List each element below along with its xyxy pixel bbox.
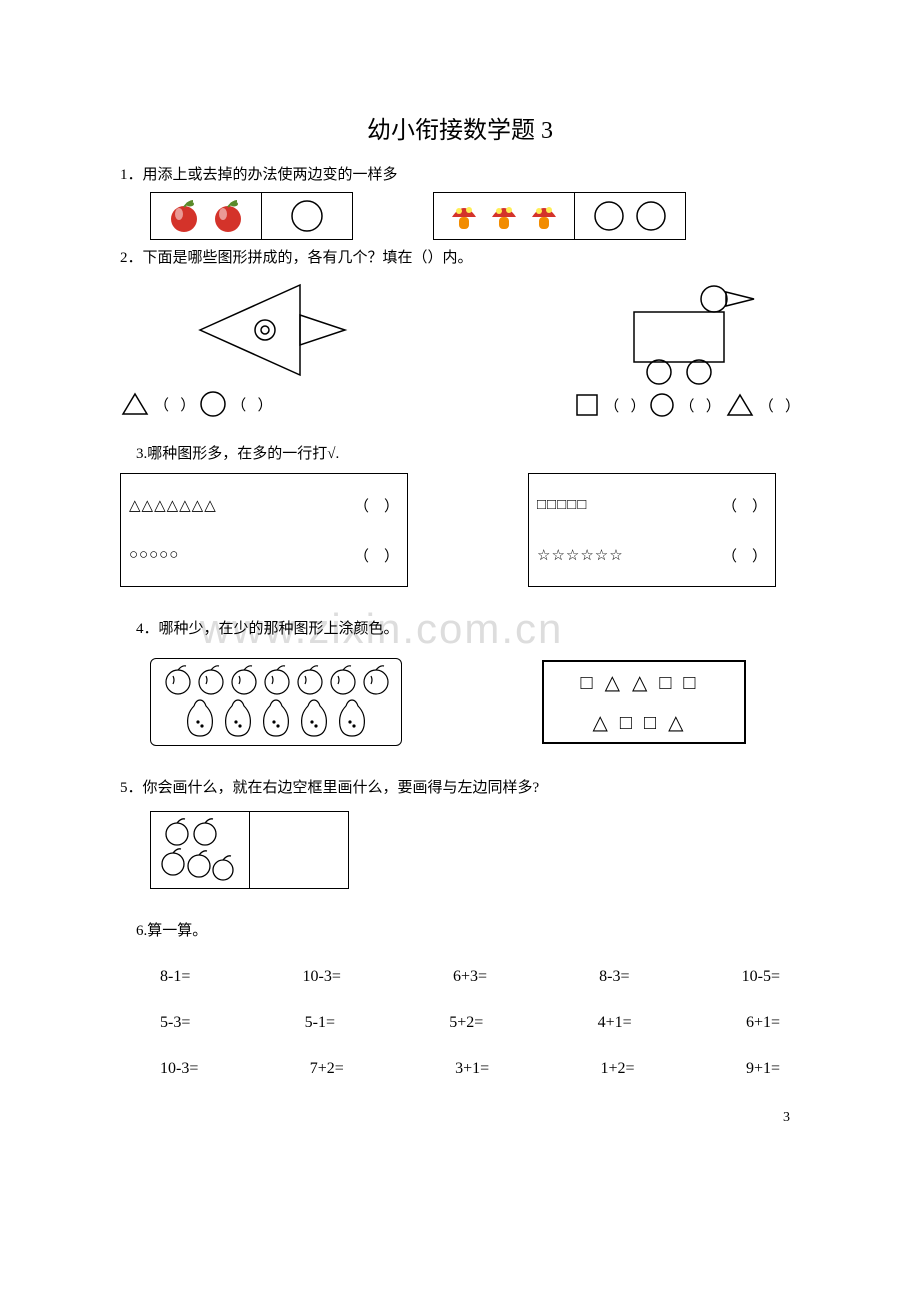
- math-expr: 10-3=: [302, 968, 340, 986]
- q1-left-group: [150, 192, 353, 240]
- math-expr: 7+2=: [310, 1060, 344, 1078]
- q6-grid: 8-1= 10-3= 6+3= 8-3= 10-5= 5-3= 5-1= 5+2…: [120, 968, 800, 1078]
- blank-paren: （ ）: [759, 395, 800, 416]
- q1-right-group: [433, 192, 686, 240]
- math-expr: 1+2=: [601, 1060, 635, 1078]
- apple-icon: [209, 197, 247, 235]
- circle-icon: [592, 199, 626, 233]
- math-expr: 5-3=: [160, 1014, 190, 1032]
- q5-right-box[interactable]: [250, 811, 349, 889]
- triangle-row: △△△△△△△: [129, 496, 217, 515]
- math-expr: 6+3=: [453, 968, 487, 986]
- cart-figure: [574, 277, 774, 387]
- q5-text: 5．你会画什么，就在右边空框里画什么，要画得与左边同样多?: [120, 776, 800, 797]
- math-expr: 9+1=: [746, 1060, 780, 1078]
- blank-paren: （ ）: [722, 545, 767, 566]
- q3-left-box: △△△△△△△ （ ） ○○○○○ （ ）: [120, 473, 408, 587]
- q3-text: 3.哪种图形多，在多的一行打√.: [136, 442, 800, 463]
- shape-row: △□□△: [593, 710, 696, 735]
- triangle-icon: [120, 391, 150, 417]
- blank-paren: （ ）: [679, 395, 720, 416]
- math-expr: 5+2=: [449, 1014, 483, 1032]
- circle-icon: [634, 199, 668, 233]
- blank-paren: （ ）: [231, 394, 272, 415]
- circle-icon: [289, 198, 325, 234]
- blank-paren: （ ）: [354, 495, 399, 516]
- math-expr: 8-3=: [599, 968, 629, 986]
- page-title: 幼小衔接数学题 3: [120, 110, 800, 145]
- q1-text: 1．用添上或去掉的办法使两边变的一样多: [120, 163, 800, 184]
- table-row: 5-3= 5-1= 5+2= 4+1= 6+1=: [160, 1014, 780, 1032]
- math-expr: 4+1=: [598, 1014, 632, 1032]
- table-row: 10-3= 7+2= 3+1= 1+2= 9+1=: [160, 1060, 780, 1078]
- fish-figure: [170, 275, 370, 385]
- apple-icon: [165, 197, 203, 235]
- square-icon: [574, 392, 600, 418]
- mushroom-icon: [486, 197, 522, 235]
- circle-icon: [199, 390, 227, 418]
- mushroom-icon: [526, 197, 562, 235]
- triangle-icon: [725, 392, 755, 418]
- square-row: □□□□□: [537, 497, 587, 514]
- mushroom-icon: [446, 197, 482, 235]
- q4-right-box: □△△□□ △□□△: [542, 660, 746, 744]
- blank-paren: （ ）: [154, 394, 195, 415]
- blank-paren: （ ）: [354, 545, 399, 566]
- circle-row: ○○○○○: [129, 547, 179, 564]
- q2-text: 2．下面是哪些图形拼成的，各有几个？填在（）内。: [120, 246, 800, 267]
- math-expr: 8-1=: [160, 968, 190, 986]
- shape-row: □△△□□: [580, 670, 707, 695]
- star-row: ☆☆☆☆☆☆: [537, 546, 624, 565]
- blank-paren: （ ）: [604, 395, 645, 416]
- math-expr: 3+1=: [455, 1060, 489, 1078]
- q5-left-box: [150, 811, 250, 889]
- math-expr: 10-3=: [160, 1060, 198, 1078]
- math-expr: 5-1=: [305, 1014, 335, 1032]
- math-expr: 6+1=: [746, 1014, 780, 1032]
- table-row: 8-1= 10-3= 6+3= 8-3= 10-5=: [160, 968, 780, 986]
- math-expr: 10-5=: [742, 968, 780, 986]
- page-number: 3: [783, 1110, 790, 1126]
- circle-icon: [649, 392, 675, 418]
- q3-right-box: □□□□□ （ ） ☆☆☆☆☆☆ （ ）: [528, 473, 776, 587]
- blank-paren: （ ）: [722, 495, 767, 516]
- q6-text: 6.算一算。: [136, 919, 800, 940]
- q4-text: 4．哪种少，在少的那种图形上涂颜色。: [136, 617, 800, 638]
- q4-left-box: [150, 658, 402, 746]
